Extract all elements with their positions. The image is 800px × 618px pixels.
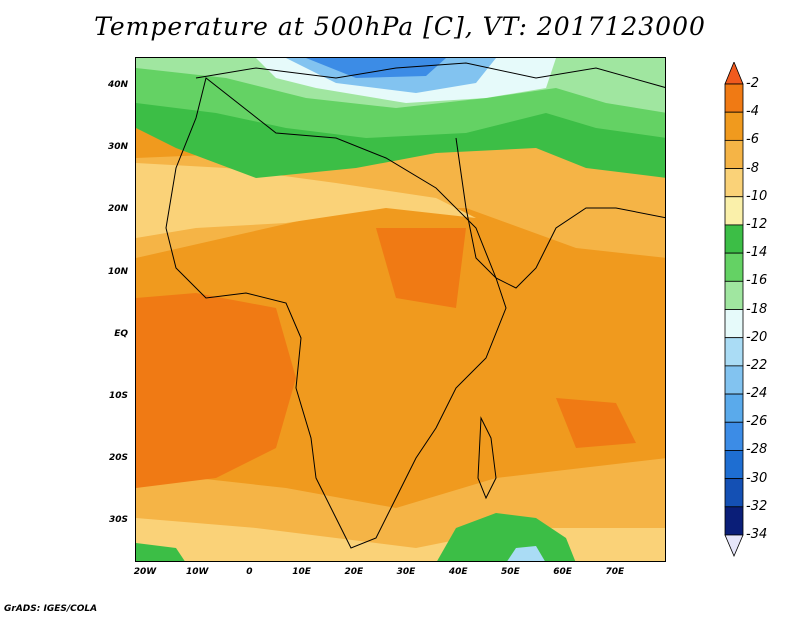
colorbar-bottom-triangle (724, 534, 744, 557)
lat-label: 30N (107, 142, 128, 153)
colorbar-swatch (724, 83, 744, 113)
colorbar-label: -30 (746, 470, 768, 486)
field-zone-4-atlantic (136, 293, 296, 488)
colorbar-label: -24 (746, 386, 768, 402)
colorbar-swatch (724, 309, 744, 339)
lat-label: 20N (107, 204, 128, 215)
lon-label: 40E (448, 567, 468, 577)
lat-label: EQ (114, 328, 128, 339)
lat-label: 10S (108, 391, 128, 401)
colorbar-swatch (724, 337, 744, 367)
europe-coast (195, 62, 665, 88)
colorbar-swatch (724, 252, 744, 282)
colorbar-label: -2 (746, 76, 759, 91)
colorbar-swatch (724, 393, 744, 423)
lon-label: 60E (553, 567, 572, 577)
field-zone-22-south (507, 546, 545, 561)
colorbar-label: -6 (746, 132, 759, 148)
field-zone-14-south (437, 513, 576, 561)
colorbar-label: -8 (746, 160, 759, 176)
colorbar-swatch (724, 224, 744, 254)
lat-label: 10N (107, 266, 128, 277)
lon-label: 30E (396, 567, 416, 577)
colorbar-label: -32 (746, 498, 768, 514)
lon-label: 10W (185, 567, 209, 577)
colorbar-label: -16 (746, 273, 768, 289)
colorbar-swatch (724, 421, 744, 451)
colorbar-label: -14 (746, 245, 768, 261)
field-zone-14-sw (136, 543, 185, 561)
colorbar-label: -22 (746, 357, 768, 373)
chart-title: Temperature at 500hPa [C], VT: 201712300… (94, 12, 706, 41)
colorbar-swatch (724, 450, 744, 480)
lat-label: 20S (108, 453, 128, 464)
colorbar-label: -4 (746, 104, 759, 120)
colorbar-swatch (724, 478, 744, 508)
temperature-map (135, 57, 666, 562)
field-zone-28 (306, 58, 446, 78)
colorbar-label: -12 (746, 216, 768, 232)
colorbar-swatch (724, 365, 744, 395)
lat-label: 40N (107, 80, 128, 90)
colorbar-swatch (724, 196, 744, 226)
lon-label: 20E (344, 567, 364, 577)
lon-label: 50E (501, 567, 520, 577)
lat-label: 30S (108, 515, 128, 526)
colorbar-label: -34 (746, 527, 768, 542)
colorbar-swatch (724, 506, 744, 536)
lon-label: 20W (133, 567, 157, 577)
colorbar-swatch (724, 168, 744, 198)
colorbar-swatch (724, 139, 744, 169)
field-zone-4-indian (556, 398, 636, 448)
madagascar (477, 416, 497, 500)
colorbar-swatch (724, 280, 744, 310)
colorbar-swatch (724, 111, 744, 141)
lon-label: 70E (605, 567, 625, 577)
lon-label: 10E (292, 567, 311, 577)
credit-text: GrADS: IGES/COLA (4, 604, 98, 614)
colorbar-label: -26 (746, 414, 768, 430)
colorbar-label: -20 (746, 329, 768, 345)
field-zone-4-north (376, 228, 466, 308)
colorbar-top-triangle (724, 62, 744, 85)
colorbar-label: -28 (746, 442, 768, 458)
colorbar-label: -10 (746, 188, 768, 204)
coastlines (165, 62, 665, 549)
lon-label: 0 (246, 567, 253, 577)
arabia-coast (455, 137, 665, 289)
colorbar (724, 62, 744, 557)
colorbar-label: -18 (746, 301, 768, 317)
field-zone-10 (136, 163, 476, 238)
africa-coast (165, 77, 507, 549)
map-canvas (136, 58, 665, 561)
